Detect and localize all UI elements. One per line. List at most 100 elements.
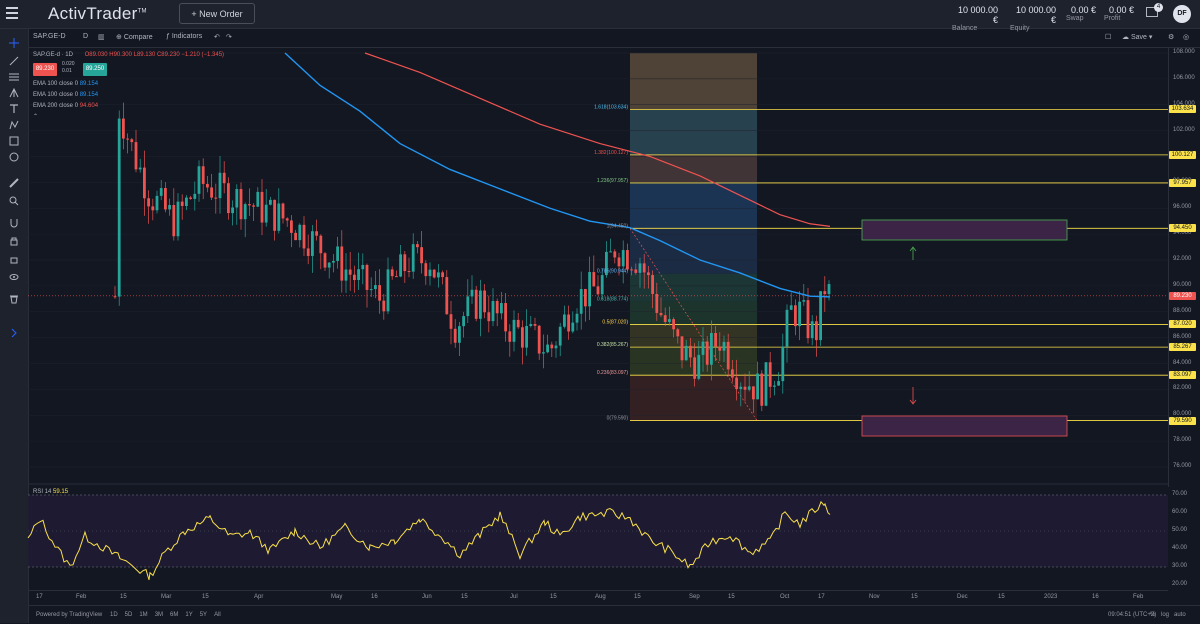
time-label: Sep <box>689 594 700 600</box>
candle-body <box>172 205 176 237</box>
candle-body <box>466 296 470 317</box>
profit-display[interactable]: 0.00 € Profit <box>1104 5 1134 22</box>
candle-body <box>491 301 495 322</box>
candle-body <box>222 172 226 184</box>
fib-band <box>630 228 757 274</box>
trendline-icon[interactable] <box>9 53 19 66</box>
candle-body <box>369 289 373 291</box>
price-tick: 96.000 <box>1173 204 1192 211</box>
balance-display: 10 000.00 € Balance <box>952 5 998 32</box>
bid-price-box[interactable]: 89.230 <box>33 63 57 76</box>
save-button[interactable]: ☁ Save ▾ <box>1122 34 1153 41</box>
candle-body <box>810 321 814 339</box>
candle-body <box>113 296 117 298</box>
price-tick: 90.000 <box>1173 281 1192 288</box>
interval-select[interactable]: D <box>83 33 89 40</box>
pitchfork-icon[interactable] <box>9 85 19 98</box>
candle-body <box>785 309 789 347</box>
indicators-button[interactable]: ƒ Indicators <box>166 33 203 40</box>
bar-style-icon[interactable]: ▥ <box>98 34 105 41</box>
legend-ema-3[interactable]: EMA 200 close 0 94.604 <box>33 103 99 109</box>
legend-ema-2[interactable]: EMA 100 close 0 89.154 <box>33 92 99 98</box>
candle-body <box>600 275 604 295</box>
settings-icon[interactable]: ⚙ <box>1168 34 1175 41</box>
candle-body <box>529 324 533 327</box>
candle-body <box>802 300 806 302</box>
range-button[interactable]: 1M <box>139 612 148 618</box>
collapse-arrow-icon[interactable] <box>9 325 19 338</box>
time-label: Apr <box>254 594 264 600</box>
eye-icon[interactable] <box>9 269 19 280</box>
snapshot-icon[interactable]: ◎ <box>1183 34 1190 41</box>
candle-body <box>281 203 285 219</box>
zoom-icon[interactable] <box>9 193 19 206</box>
candle-body <box>264 204 268 223</box>
candle-body <box>798 301 801 327</box>
price-tick: 78.000 <box>1173 437 1192 444</box>
candle-body <box>705 341 709 365</box>
fib-label: 1.618(103.634) <box>594 104 628 110</box>
new-order-button[interactable]: + New Order <box>179 3 255 24</box>
time-label: May <box>331 594 343 600</box>
compare-button[interactable]: ⊕ Compare <box>116 34 153 41</box>
time-label: 16 <box>1092 594 1099 600</box>
magnet-icon[interactable] <box>9 215 19 228</box>
candle-body <box>474 289 478 319</box>
candle-body <box>676 329 680 337</box>
lock-icon[interactable] <box>9 233 19 246</box>
ask-price-box[interactable]: 89.250 <box>83 63 107 76</box>
menu-icon[interactable] <box>6 7 18 19</box>
avatar[interactable]: DF <box>1173 5 1191 23</box>
time-label: Feb <box>76 594 87 600</box>
price-tick: 108.000 <box>1173 49 1195 55</box>
symbol-search[interactable]: SAP.GE-D <box>33 33 66 40</box>
log-toggle[interactable]: log <box>1161 612 1170 618</box>
range-button[interactable]: 3M <box>154 612 164 618</box>
prediction-icon[interactable] <box>9 133 19 146</box>
range-button[interactable]: 5D <box>124 612 133 618</box>
candle-body <box>403 254 407 272</box>
geometric-shapes-icon[interactable] <box>9 149 19 162</box>
candle-body <box>592 272 596 287</box>
fullscreen-icon[interactable]: ☐ <box>1105 34 1112 41</box>
powered-by[interactable]: Powered by TradingView <box>36 612 103 618</box>
undo-icon[interactable]: ↶ <box>214 34 220 41</box>
candle-body <box>609 251 612 253</box>
text-icon[interactable] <box>9 101 19 113</box>
candle-body <box>823 291 827 295</box>
candle-body <box>689 345 692 358</box>
percent-toggle[interactable]: % <box>1150 612 1156 618</box>
price-tick: 76.000 <box>1173 463 1192 469</box>
horizontal-lines-icon[interactable] <box>9 69 19 81</box>
time-axis[interactable]: 17 Feb 15 Mar 15 Apr May 16 Jun 15 Jul 15 Aug 15 Sep 15… <box>28 590 1168 605</box>
price-tick: 94.000 <box>1173 230 1192 237</box>
auto-toggle[interactable]: auto <box>1174 612 1186 618</box>
candle-body <box>596 286 600 295</box>
clock: 09:04:51 (UTC+2) <box>1108 612 1157 618</box>
candle-body <box>470 289 474 297</box>
candle-body <box>151 206 155 211</box>
candle-body <box>411 244 415 272</box>
lock-drawings-icon[interactable] <box>9 251 19 264</box>
crosshair-icon[interactable] <box>9 35 19 48</box>
candle-body <box>462 316 465 327</box>
trash-icon[interactable] <box>9 291 19 304</box>
legend-collapse-button[interactable]: ⌃ <box>33 114 39 120</box>
candle-body <box>819 291 822 341</box>
range-button[interactable]: 5Y <box>199 612 208 618</box>
redo-icon[interactable]: ↷ <box>226 34 232 41</box>
mail-icon[interactable]: 4 <box>1146 3 1163 17</box>
range-button[interactable]: All <box>214 612 221 618</box>
legend-ema-1[interactable]: EMA 100 close 0 89.154 <box>33 81 99 87</box>
ruler-icon[interactable] <box>9 175 19 188</box>
candle-body <box>420 247 423 264</box>
range-button[interactable]: 6M <box>170 612 179 618</box>
candle-body <box>269 199 272 205</box>
range-button[interactable]: 1Y <box>185 612 193 618</box>
candle-body <box>731 369 734 378</box>
pattern-icon[interactable] <box>9 117 19 130</box>
range-button[interactable]: 1D <box>110 612 118 618</box>
candle-body <box>130 139 134 143</box>
candle-body <box>214 197 218 199</box>
candle-body <box>353 274 356 281</box>
